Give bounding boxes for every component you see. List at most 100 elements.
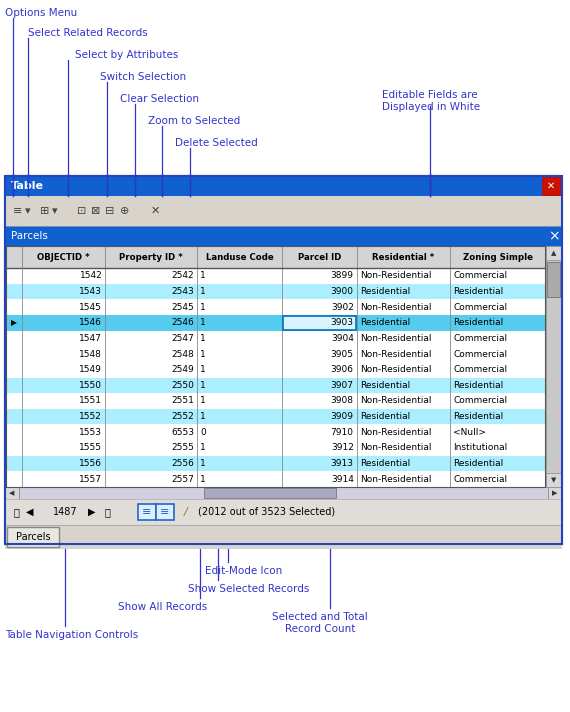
Text: ▶: ▶ (88, 507, 96, 517)
Text: Parcel ID: Parcel ID (298, 253, 341, 261)
Bar (6, 299, 545, 315)
Text: Residential: Residential (360, 287, 410, 296)
Bar (6, 424, 545, 440)
Text: Residential: Residential (453, 287, 503, 296)
Text: 1549: 1549 (79, 365, 102, 375)
Text: 1: 1 (200, 412, 206, 421)
Text: ▼: ▼ (551, 477, 556, 483)
Bar (156, 504, 174, 520)
Bar (6, 456, 545, 471)
Text: Commercial: Commercial (453, 334, 507, 343)
Text: Non-Residential: Non-Residential (360, 334, 431, 343)
Text: 1542: 1542 (79, 271, 102, 281)
Bar (6, 346, 545, 362)
Text: 1543: 1543 (79, 287, 102, 296)
Text: Non-Residential: Non-Residential (360, 475, 431, 483)
Text: OBJECTID *: OBJECTID * (37, 253, 90, 261)
Text: Residential *: Residential * (372, 253, 434, 261)
Text: 1: 1 (200, 459, 206, 468)
Text: Property ID *: Property ID * (119, 253, 183, 261)
Text: 1547: 1547 (79, 334, 102, 343)
Bar (547, 262, 560, 297)
Text: 1: 1 (200, 475, 206, 483)
Bar (6, 268, 545, 283)
Bar (5, 499, 562, 525)
Text: Residential: Residential (453, 381, 503, 390)
Text: ⏮: ⏮ (13, 507, 19, 517)
Text: ▶: ▶ (552, 490, 557, 496)
Text: 1: 1 (200, 397, 206, 405)
Text: 1: 1 (200, 318, 206, 328)
Text: 1: 1 (200, 303, 206, 312)
Text: 2548: 2548 (172, 350, 194, 359)
Bar (548, 487, 562, 499)
Text: 3904: 3904 (331, 334, 354, 343)
Text: 3909: 3909 (331, 412, 354, 421)
Text: Non-Residential: Non-Residential (360, 271, 431, 281)
Text: Options Menu: Options Menu (5, 8, 78, 18)
Bar (6, 246, 545, 268)
Text: Commercial: Commercial (453, 350, 507, 359)
Text: Non-Residential: Non-Residential (360, 365, 431, 375)
Text: ≡: ≡ (13, 206, 23, 216)
Bar (7, 527, 59, 547)
Text: ⏭: ⏭ (104, 507, 110, 517)
Text: 1546: 1546 (79, 318, 102, 328)
Text: ×: × (548, 229, 560, 243)
Text: 3899: 3899 (331, 271, 354, 281)
Text: 1487: 1487 (52, 507, 78, 517)
Text: 1551: 1551 (79, 397, 102, 405)
Text: 1: 1 (200, 444, 206, 452)
Text: 1553: 1553 (79, 428, 102, 436)
Text: Non-Residential: Non-Residential (360, 303, 431, 312)
Text: 1: 1 (200, 350, 206, 359)
Text: Non-Residential: Non-Residential (360, 350, 431, 359)
Bar (546, 246, 561, 487)
Text: 2552: 2552 (172, 412, 194, 421)
Text: Show Selected Records: Show Selected Records (188, 584, 310, 594)
Text: Residential: Residential (360, 318, 410, 328)
Text: Delete Selected: Delete Selected (175, 138, 258, 148)
Text: Commercial: Commercial (453, 397, 507, 405)
Bar (6, 471, 545, 487)
Text: (2012 out of 3523 Selected): (2012 out of 3523 Selected) (198, 507, 335, 517)
Bar (6, 409, 545, 424)
Bar (19, 487, 548, 499)
Text: Residential: Residential (360, 459, 410, 468)
Text: 1550: 1550 (79, 381, 102, 390)
Text: Parcels: Parcels (16, 532, 50, 542)
Text: 3913: 3913 (331, 459, 354, 468)
Text: ◀: ◀ (9, 490, 15, 496)
Text: 2546: 2546 (172, 318, 194, 328)
Text: Commercial: Commercial (453, 303, 507, 312)
Text: Residential: Residential (453, 318, 503, 328)
Text: 1: 1 (200, 381, 206, 390)
Text: Zoom to Selected: Zoom to Selected (148, 116, 240, 126)
Text: ⊕: ⊕ (120, 206, 130, 216)
Text: 1: 1 (200, 271, 206, 281)
Text: 1555: 1555 (79, 444, 102, 452)
Text: 3907: 3907 (331, 381, 354, 390)
Text: 3908: 3908 (331, 397, 354, 405)
Text: <Null>: <Null> (453, 428, 486, 436)
Bar (5, 196, 562, 226)
Text: Table Navigation Controls: Table Navigation Controls (5, 630, 139, 640)
Text: 2555: 2555 (171, 444, 194, 452)
Text: Residential: Residential (360, 381, 410, 390)
Text: ▲: ▲ (551, 250, 556, 256)
Text: 1557: 1557 (79, 475, 102, 483)
Text: 1: 1 (200, 334, 206, 343)
Text: 2543: 2543 (172, 287, 194, 296)
Text: 2550: 2550 (171, 381, 194, 390)
Text: ≡: ≡ (142, 507, 152, 517)
Text: ▾: ▾ (25, 206, 31, 216)
Text: ▶: ▶ (11, 318, 17, 328)
Text: 2545: 2545 (172, 303, 194, 312)
Text: 1: 1 (200, 287, 206, 296)
Text: 1: 1 (200, 365, 206, 375)
Text: Landuse Code: Landuse Code (206, 253, 274, 261)
Bar (5, 487, 19, 499)
Text: Commercial: Commercial (453, 365, 507, 375)
Text: 1548: 1548 (79, 350, 102, 359)
Bar (542, 177, 560, 195)
